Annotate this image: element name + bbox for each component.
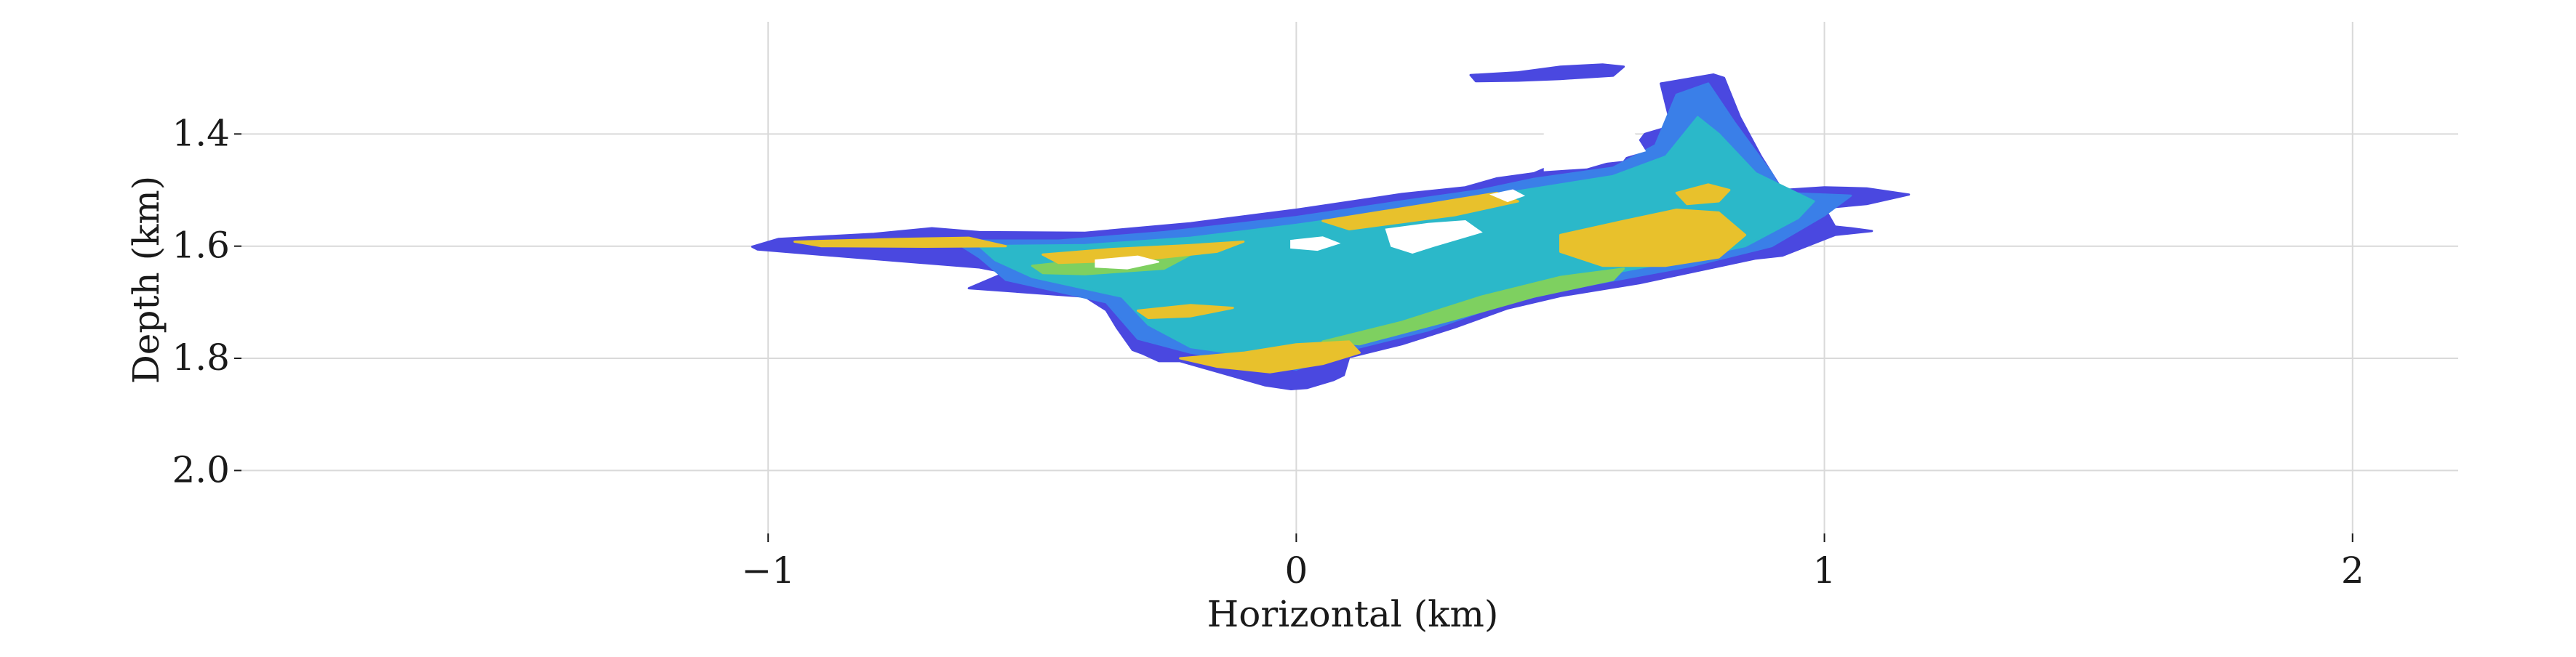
contour-region-level-5 xyxy=(1559,209,1747,267)
contour-region-level-5 xyxy=(1321,191,1519,230)
x-tick-label: 2 xyxy=(2341,549,2364,592)
contour-region-level-5 xyxy=(1041,241,1245,265)
contour-region-level-4 xyxy=(1321,267,1625,346)
y-tick-label: 1.8 xyxy=(172,336,230,379)
tick-marks: −1 0 1 2 1.4 1.6 1.8 2.0 xyxy=(172,112,2364,592)
contour-region-level-5 xyxy=(1675,183,1731,206)
contour-region-level-5 xyxy=(1179,340,1361,374)
contour-hole xyxy=(1290,236,1341,251)
y-axis-label: Depth (km) xyxy=(125,176,167,384)
x-axis-label: Horizontal (km) xyxy=(1207,593,1499,635)
contour-region-level-5 xyxy=(1137,304,1234,319)
contour-hole xyxy=(1489,189,1526,203)
contour-hole xyxy=(1543,124,1647,172)
contour-regions xyxy=(751,63,1911,390)
contour-holes xyxy=(1095,124,1647,270)
contour-region-level-1 xyxy=(1469,63,1625,83)
y-tick-label: 1.6 xyxy=(172,225,230,267)
contour-hole xyxy=(1095,255,1159,270)
contour-region-level-5 xyxy=(793,236,1007,248)
x-tick-label: −1 xyxy=(741,549,795,592)
contour-hole xyxy=(1385,219,1483,254)
x-tick-label: 1 xyxy=(1813,549,1836,592)
y-tick-label: 1.4 xyxy=(172,112,230,154)
y-tick-label: 2.0 xyxy=(172,448,230,491)
x-tick-label: 0 xyxy=(1284,549,1308,592)
